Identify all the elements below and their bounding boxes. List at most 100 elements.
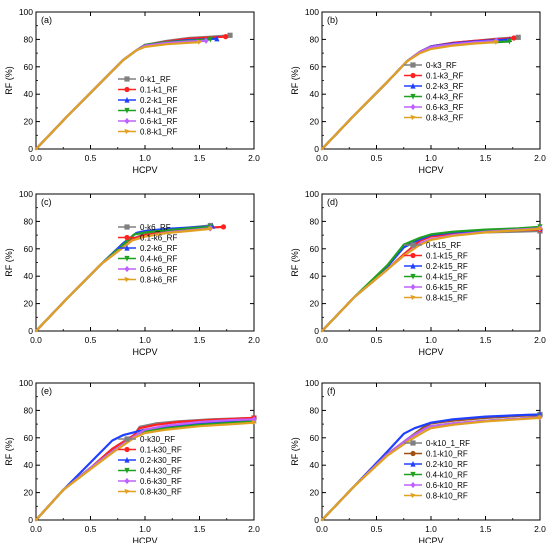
x-tick-label: 1.0: [139, 335, 151, 345]
y-tick-label: 0: [28, 144, 33, 154]
legend-marker: [410, 294, 416, 301]
legend: 0-k30_RF0.1-k30_RF0.2-k30_RF0.4-k30_RF0.…: [118, 435, 182, 497]
legend-entry: 0.2-k30_RF: [140, 456, 182, 465]
y-tick-label: 80: [24, 216, 34, 226]
y-tick-label: 100: [19, 378, 33, 388]
x-axis-label: HCPV: [132, 536, 157, 543]
x-tick-label: 0.0: [316, 335, 328, 345]
y-tick-label: 60: [24, 62, 34, 72]
legend-marker: [410, 252, 416, 259]
series-end-point-0: [227, 32, 233, 38]
legend-entry: 0.4-k3_RF: [426, 93, 463, 102]
x-tick-label: 0.5: [371, 524, 383, 534]
series-end-point-3: [207, 36, 213, 43]
legend-marker: [124, 255, 130, 262]
legend-entry: 0.4-k15_RF: [426, 273, 468, 282]
series-line-5: [34, 421, 256, 522]
y-axis-label: RF (%): [290, 66, 300, 95]
legend-entry: 0-k3_RF: [426, 61, 457, 70]
legend-entry: 0-k10_1_RF: [426, 439, 470, 448]
x-tick-label: 0.0: [316, 153, 328, 163]
legend-marker: [410, 450, 416, 457]
legend-entry: 0.6-k1_RF: [140, 117, 177, 126]
legend: 0-k3_RF 0.1-k3_RF0.2-k3_RF 0.4-k3_RF0.6-k3…: [404, 61, 463, 123]
x-tick-label: 0.0: [30, 524, 42, 534]
x-tick-label: 1.0: [139, 524, 151, 534]
legend-entry: 0.8-k30_RF: [140, 488, 182, 497]
legend-marker: [124, 456, 130, 463]
chart-panel-3: 0.0 0.5 1.0 1.5 2.0 0 20 40 60 80 100 HCPV RF (%) (d)…: [290, 189, 546, 357]
x-tick-label: 1.0: [425, 524, 437, 534]
y-tick-label: 80: [24, 34, 34, 44]
y-tick-label: 80: [310, 405, 320, 415]
legend-entry: 0.6-k10_RF: [426, 481, 468, 490]
legend-marker: [124, 244, 130, 251]
series-line-5: [320, 416, 542, 522]
y-tick-label: 20: [310, 488, 320, 498]
legend-entry: 0.4-k6_RF: [140, 255, 177, 264]
legend-marker: [410, 62, 416, 68]
series-end-point-1: [223, 34, 229, 40]
legend-marker: [410, 471, 416, 478]
legend-entry: 0.1-k6_RF: [140, 234, 177, 243]
legend-marker: [410, 460, 416, 467]
x-axis-label: HCPV: [132, 347, 157, 357]
x-axis-label: HCPV: [418, 347, 443, 357]
panel-label: (d): [327, 197, 338, 207]
plot-frame: [321, 11, 541, 150]
y-tick-label: 0: [314, 326, 319, 336]
x-axis-label: HCPV: [132, 165, 157, 175]
series-end-point-1: [220, 224, 227, 230]
y-axis-label: RF (%): [4, 66, 14, 95]
y-tick-label: 40: [310, 271, 320, 281]
legend-entry: 0.4-k1_RF: [140, 107, 177, 116]
x-tick-label: 0.0: [316, 524, 328, 534]
x-axis-label: HCPV: [418, 165, 443, 175]
legend-entry: 0.2-k6_RF: [140, 244, 177, 253]
legend-entry: 0.1-k15_RF: [426, 252, 468, 261]
series-line-4: [34, 39, 208, 151]
panel-label: (b): [327, 15, 338, 25]
series-line-5: [320, 40, 498, 151]
series-line-3: [320, 225, 542, 333]
y-tick-label: 40: [310, 460, 320, 470]
x-tick-label: 1.5: [480, 524, 492, 534]
series-line-4: [320, 39, 498, 151]
y-axis-label: RF (%): [4, 248, 14, 277]
x-tick-label: 0.5: [85, 335, 97, 345]
legend-marker: [410, 481, 416, 489]
legend-marker: [410, 103, 416, 111]
series-end-point-3: [506, 38, 513, 45]
legend-entry: 0.2-k3_RF: [426, 82, 463, 91]
y-axis-label: RF (%): [4, 437, 14, 466]
legend-marker: [124, 96, 130, 103]
series-end-point-5: [207, 226, 213, 232]
chart-panel-1: 0.0 0.5 1.0 1.5 2.0 0 20 40 60 80 100 HCPV RF (%) (b)…: [290, 7, 546, 175]
series-line-5: [34, 227, 212, 333]
legend-entry: 0.6-k15_RF: [426, 283, 468, 292]
legend-marker: [410, 262, 416, 269]
legend-entry: 0.1-k10_RF: [426, 450, 468, 459]
legend-marker: [124, 436, 130, 442]
series-end-point-4: [203, 37, 209, 44]
x-axis-label: HCPV: [418, 536, 443, 543]
legend-entry: 0.8-k1_RF: [140, 128, 177, 137]
legend-entry: 0-k15_RF: [426, 241, 461, 250]
y-tick-label: 60: [310, 244, 320, 254]
x-tick-label: 2.0: [248, 335, 260, 345]
legend-entry: 0.2-k10_RF: [426, 460, 468, 469]
series-end-point-5: [537, 415, 543, 421]
legend-marker: [410, 440, 416, 446]
legend: 0-k1_RF 0.1-k1_RF0.2-k1_RF 0.4-k1_RF0.6-k1…: [118, 75, 177, 137]
series-line-2: [34, 225, 214, 333]
legend-entry: 0.1-k1_RF: [140, 86, 177, 95]
y-tick-label: 0: [28, 326, 33, 336]
legend: 0-k10_1_RF 0.1-k10_RF0.2-k10_RF 0.4-k10_RF…: [404, 439, 470, 501]
y-tick-label: 100: [305, 7, 319, 17]
legend-entry: 0.8-k10_RF: [426, 492, 468, 501]
legend-entry: 0.2-k15_RF: [426, 262, 468, 271]
y-tick-label: 100: [19, 189, 33, 199]
y-tick-label: 60: [24, 244, 34, 254]
chart-panel-2: 0.0 0.5 1.0 1.5 2.0 0 20 40 60 80 100 HCPV RF (%) (c)…: [4, 189, 260, 357]
